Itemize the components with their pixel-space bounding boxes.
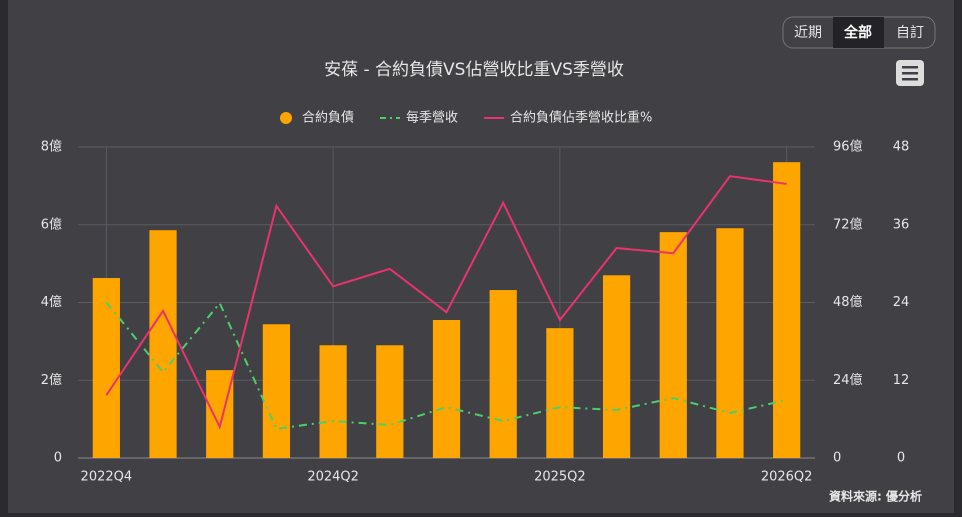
bar bbox=[773, 162, 801, 458]
bar bbox=[489, 290, 517, 458]
legend-label: 合約負債 bbox=[302, 111, 354, 126]
y2ticks-tick-label: 0 bbox=[833, 451, 841, 466]
bar bbox=[432, 319, 461, 458]
yticks-tick-label: 0 bbox=[54, 451, 62, 466]
bar bbox=[206, 370, 234, 458]
line bbox=[105, 175, 787, 430]
yticks-tick-label: 6億 bbox=[41, 216, 62, 232]
button[interactable]: 近期 bbox=[794, 25, 822, 41]
y3ticks-tick-label: 36 bbox=[893, 217, 910, 232]
source: 資料來源: 優分析 bbox=[829, 489, 922, 504]
y3ticks-tick-label: 0 bbox=[897, 451, 905, 466]
x-tick-label: 2025Q2 bbox=[534, 470, 586, 485]
x-tick-label: 2022Q4 bbox=[81, 470, 133, 485]
legend-label: 合約負債佔季營收比重% bbox=[510, 110, 652, 126]
y3ticks-tick-label: 24 bbox=[893, 295, 910, 310]
bar bbox=[319, 345, 347, 458]
y3ticks-tick-label: 48 bbox=[893, 140, 910, 155]
yticks-tick-label: 4億 bbox=[41, 294, 62, 310]
bar bbox=[659, 232, 687, 458]
bar bbox=[149, 230, 177, 458]
chart-title: 安葆 - 合約負債VS佔營收比重VS季營收 bbox=[324, 60, 624, 80]
y3ticks-tick-label: 12 bbox=[893, 373, 910, 388]
bar bbox=[262, 324, 291, 458]
button[interactable]: 自訂 bbox=[896, 25, 924, 41]
legend-label: 每季營收 bbox=[406, 110, 458, 126]
menu-icon[interactable] bbox=[896, 60, 924, 86]
legend-symbol bbox=[280, 112, 292, 124]
x-tick-label: 2024Q2 bbox=[307, 470, 359, 485]
bar bbox=[546, 328, 574, 458]
button-active bbox=[833, 17, 884, 48]
bar bbox=[92, 278, 120, 458]
bar bbox=[716, 228, 744, 458]
yticks-tick-label: 2億 bbox=[41, 372, 62, 388]
bar bbox=[376, 345, 404, 458]
y2ticks-tick-label: 96億 bbox=[833, 139, 863, 155]
line bbox=[105, 301, 787, 430]
button[interactable]: 全部 bbox=[843, 24, 872, 41]
yticks-tick-label: 8億 bbox=[41, 139, 62, 155]
x-tick-label: 2026Q2 bbox=[761, 470, 813, 485]
y2ticks-tick-label: 72億 bbox=[833, 216, 863, 232]
y2ticks-tick-label: 24億 bbox=[833, 372, 863, 388]
bar bbox=[602, 275, 631, 458]
y2ticks-tick-label: 48億 bbox=[833, 294, 863, 310]
range-buttons: 近期 全部 自訂 bbox=[782, 16, 936, 49]
